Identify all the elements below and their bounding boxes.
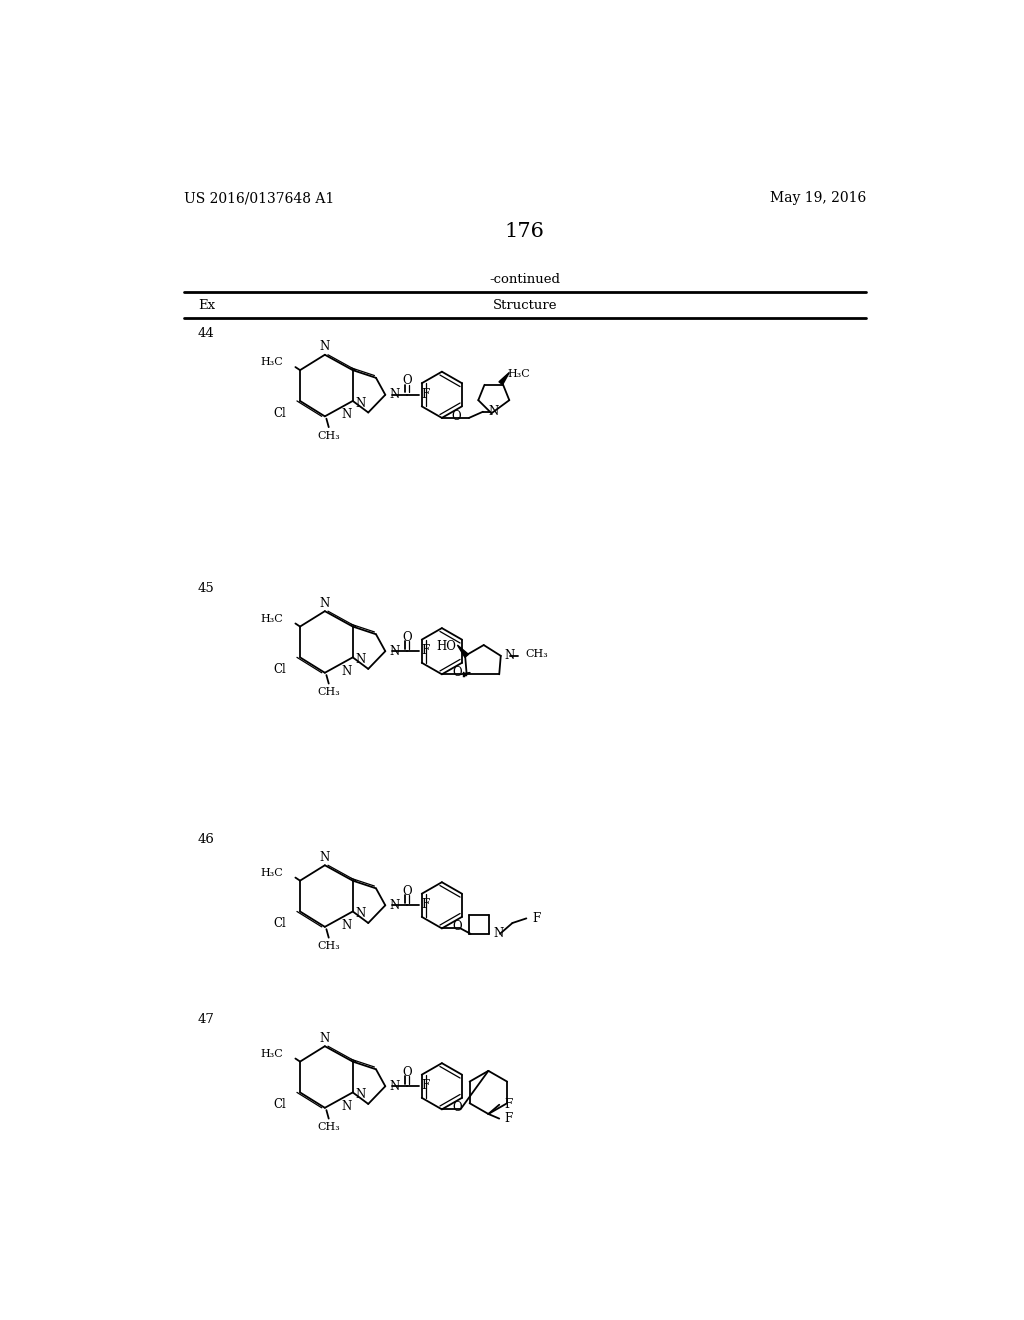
Text: N: N — [341, 408, 351, 421]
Text: N: N — [356, 653, 367, 667]
Text: -continued: -continued — [489, 273, 560, 286]
Text: CH₃: CH₃ — [317, 430, 340, 441]
Text: H₃C: H₃C — [260, 358, 283, 367]
Text: N: N — [389, 388, 399, 401]
Text: F: F — [422, 1078, 430, 1092]
Text: O: O — [402, 375, 412, 388]
Text: H₃C: H₃C — [507, 370, 529, 379]
Text: 46: 46 — [198, 833, 215, 846]
Text: N: N — [319, 1032, 330, 1044]
Text: N: N — [319, 597, 330, 610]
Text: Cl: Cl — [273, 407, 286, 420]
Text: F: F — [422, 388, 430, 400]
Text: O: O — [452, 920, 462, 933]
Text: H₃C: H₃C — [260, 869, 283, 878]
Text: O: O — [452, 409, 461, 422]
Text: 176: 176 — [505, 222, 545, 242]
Text: Cl: Cl — [273, 1098, 286, 1111]
Text: N: N — [389, 1080, 399, 1093]
Text: N: N — [319, 341, 330, 354]
Text: N: N — [389, 644, 399, 657]
Text: F: F — [504, 1098, 512, 1111]
Text: H₃C: H₃C — [260, 614, 283, 624]
Text: O: O — [402, 884, 412, 898]
Text: O: O — [452, 667, 462, 680]
Text: US 2016/0137648 A1: US 2016/0137648 A1 — [183, 191, 334, 206]
Text: CH₃: CH₃ — [317, 686, 340, 697]
Text: Structure: Structure — [493, 298, 557, 312]
Text: CH₃: CH₃ — [317, 1122, 340, 1133]
Text: N: N — [356, 397, 367, 409]
Polygon shape — [499, 372, 509, 384]
Text: F: F — [504, 1111, 512, 1125]
Text: N: N — [494, 927, 504, 940]
Text: H₃C: H₃C — [260, 1049, 283, 1059]
Text: F: F — [532, 912, 541, 925]
Text: F: F — [422, 898, 430, 911]
Text: N: N — [319, 850, 330, 863]
Text: N: N — [341, 919, 351, 932]
Text: HO: HO — [436, 640, 456, 653]
Text: O: O — [452, 1101, 462, 1114]
Text: CH₃: CH₃ — [317, 941, 340, 952]
Text: N: N — [341, 1100, 351, 1113]
Text: O: O — [402, 631, 412, 644]
Text: N: N — [488, 405, 499, 418]
Text: F: F — [422, 644, 430, 657]
Text: N: N — [356, 907, 367, 920]
Text: CH₃: CH₃ — [525, 649, 548, 659]
Text: May 19, 2016: May 19, 2016 — [770, 191, 866, 206]
Text: O: O — [402, 1065, 412, 1078]
Text: 44: 44 — [198, 327, 214, 341]
Text: N: N — [356, 1088, 367, 1101]
Text: N: N — [341, 665, 351, 677]
Text: N: N — [389, 899, 399, 912]
Text: N: N — [505, 649, 515, 663]
Text: 45: 45 — [198, 582, 214, 594]
Text: Ex: Ex — [198, 298, 215, 312]
Text: Cl: Cl — [273, 663, 286, 676]
Polygon shape — [458, 645, 468, 657]
Text: Cl: Cl — [273, 917, 286, 931]
Text: 47: 47 — [198, 1012, 215, 1026]
